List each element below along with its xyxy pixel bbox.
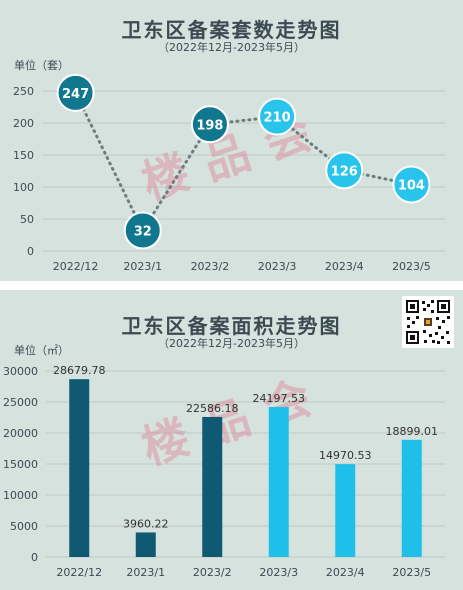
- bar: [202, 416, 223, 557]
- y-tick-label: 0: [27, 245, 34, 258]
- area-chart-unit-label: 单位（㎡）: [14, 344, 69, 357]
- qr-code-icon: [404, 298, 452, 346]
- x-tick-label: 2023/2: [193, 566, 232, 579]
- x-tick-label: 2023/1: [123, 260, 162, 273]
- y-tick-label: 25000: [3, 396, 38, 409]
- data-label: 126: [331, 164, 358, 179]
- x-tick-label: 2023/4: [326, 566, 365, 579]
- units-chart-title: 卫东区备案套数走势图: [121, 18, 342, 42]
- y-tick-label: 150: [13, 149, 34, 162]
- x-tick-label: 2023/3: [259, 566, 298, 579]
- watermark-text: 楼品会: [135, 99, 334, 210]
- x-tick-label: 2023/1: [126, 566, 165, 579]
- area-chart-title: 卫东区备案面积走势图: [121, 314, 342, 338]
- units-chart-subtitle: （2022年12月-2023年5月）: [158, 41, 305, 54]
- area-chart-panel: 卫东区备案面积走势图 （2022年12月-2023年5月） 单位（㎡） 0 500…: [0, 290, 463, 590]
- y-tick-label: 0: [31, 551, 38, 564]
- data-point: [56, 73, 95, 112]
- data-label: 104: [398, 178, 425, 193]
- bar-value-label: 22586.18: [186, 402, 239, 415]
- x-tick-label: 2023/3: [258, 260, 297, 273]
- data-point: [190, 105, 229, 144]
- data-label: 32: [134, 225, 152, 240]
- y-tick-label: 100: [13, 181, 34, 194]
- panel-divider: [0, 281, 463, 290]
- data-label: 210: [264, 111, 291, 126]
- y-tick-label: 20000: [3, 427, 38, 440]
- bar-value-label: 14970.53: [319, 449, 372, 462]
- bar: [335, 464, 356, 557]
- data-point: [392, 165, 431, 204]
- area-chart-subtitle: （2022年12月-2023年5月）: [158, 337, 305, 350]
- qr-code: [402, 296, 454, 348]
- y-tick-label: 5000: [10, 520, 38, 533]
- y-tick-label: 30000: [3, 365, 38, 378]
- bar: [69, 379, 90, 557]
- bar: [268, 406, 289, 557]
- bar-value-label: 3960.22: [123, 517, 169, 530]
- watermark-text: 楼品会: [135, 364, 334, 475]
- bar: [401, 439, 422, 557]
- y-tick-label: 50: [20, 213, 34, 226]
- area-bar-chart: 0 5000 10000 15000 20000 25000 30000 2022/12 202…: [3, 364, 445, 579]
- y-tick-label: 15000: [3, 458, 38, 471]
- bar: [135, 532, 156, 557]
- bar-value-label: 18899.01: [386, 425, 439, 438]
- y-tick-label: 250: [13, 85, 34, 98]
- x-tick-label: 2023/5: [392, 260, 431, 273]
- x-tick-label: 2023/5: [392, 566, 431, 579]
- units-chart-panel: 卫东区备案套数走势图 （2022年12月-2023年5月） 单位（套） 0 50 1…: [0, 0, 463, 281]
- data-point: [258, 97, 297, 136]
- bar-value-label: 28679.78: [53, 364, 106, 377]
- data-point: [123, 211, 162, 250]
- x-tick-label: 2023/2: [191, 260, 230, 273]
- bar-value-label: 24197.53: [253, 392, 306, 405]
- x-tick-label: 2022/12: [56, 566, 102, 579]
- units-chart-unit-label: 单位（套）: [14, 59, 69, 72]
- data-label: 198: [196, 118, 223, 133]
- y-tick-label: 200: [13, 117, 34, 130]
- data-label: 247: [62, 87, 89, 102]
- y-tick-label: 10000: [3, 489, 38, 502]
- data-point: [325, 151, 364, 190]
- x-tick-label: 2022/12: [53, 260, 99, 273]
- units-line-chart: 0 50 100 150 200 250 2022/12 2023/1 2023/2 2023/3…: [13, 73, 445, 273]
- x-tick-label: 2023/4: [325, 260, 364, 273]
